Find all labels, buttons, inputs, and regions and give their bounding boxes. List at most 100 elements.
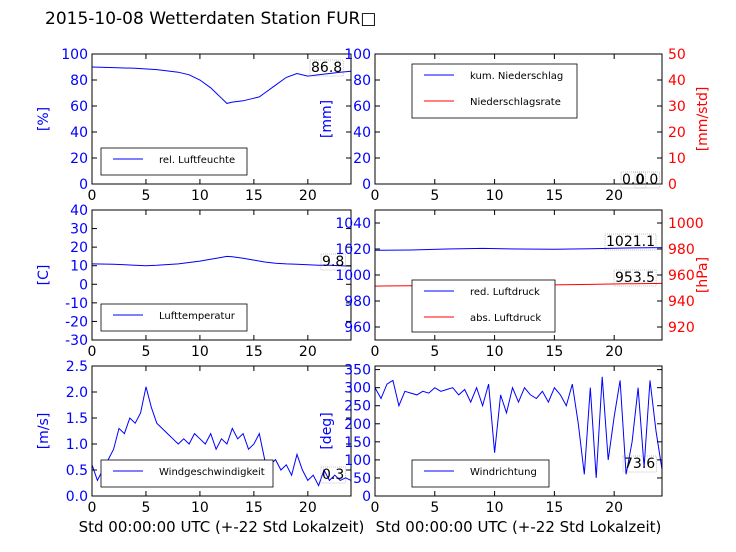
x-tick-label: 5: [430, 500, 439, 516]
x-tick-label: 10: [486, 344, 504, 360]
panel-6: 0 5 10 15 20050100150200250300350[deg]Windri…: [319, 363, 663, 516]
y-tick-label: 0.0: [66, 489, 88, 505]
y-tick-label: -10: [65, 296, 88, 312]
x-tick-label: 5: [141, 344, 150, 360]
plot-frame: [91, 365, 352, 497]
x-tick-label: 10: [191, 344, 209, 360]
legend-label: rel. Luftfeuchte: [159, 155, 235, 166]
series-line-4-1: [374, 247, 663, 251]
y2-tick-label: 10: [668, 151, 686, 167]
y-tick-label: 1040: [335, 216, 371, 232]
y-tick-label: 30: [70, 222, 88, 238]
value-annotation-box: [613, 269, 657, 287]
legend-box: [100, 147, 248, 176]
y2-tick-label: 960: [668, 268, 695, 284]
x-tick-label: 10: [191, 188, 209, 204]
y-axis-label: [mm]: [319, 100, 335, 138]
y2-tick-label: 940: [668, 294, 695, 310]
x-tick-label: 10: [191, 500, 209, 516]
x-tick-label: 20: [299, 344, 317, 360]
legend: rel. Luftfeuchte: [100, 147, 248, 176]
y-tick-label: 20: [353, 151, 371, 167]
x-tick-label: 20: [605, 344, 623, 360]
legend-box: [100, 303, 248, 332]
y-tick-label: 40: [70, 125, 88, 141]
legend-box: [100, 459, 274, 488]
figure-title: 2015-10-08 Wetterdaten Station FUR□: [45, 9, 377, 29]
x-axis-label-right: Std 00:00:00 UTC (+-22 Std Lokalzeit): [376, 518, 662, 536]
legend: kum. Niederschlag Niederschlagsrate: [411, 63, 578, 119]
x-tick-label: 5: [141, 188, 150, 204]
x-tick-label: 15: [545, 344, 563, 360]
value-annotation: 73.6: [624, 456, 655, 472]
panel-3: 0 5 10 15 20 -30 -20 -10 0 10 20 30 40 [C] Lufttempera…: [36, 203, 352, 360]
plot-frame: [91, 209, 352, 341]
y-tick-label: 80: [70, 73, 88, 89]
y-tick-label: 1000: [335, 268, 371, 284]
y2-tick-label: 20: [668, 125, 686, 141]
legend-box: [411, 63, 578, 119]
y-tick-label: 20: [70, 240, 88, 256]
legend-label: Niederschlagsrate: [470, 97, 561, 108]
value-annotation-box: [604, 233, 657, 251]
y-tick-label: 300: [344, 381, 371, 397]
y-tick-label: 1020: [335, 242, 371, 258]
value-annotation: 0.3: [322, 467, 344, 483]
x-tick-label: 20: [605, 500, 623, 516]
series-line-6-1: [374, 376, 663, 478]
y-axis-label: [deg]: [319, 412, 335, 449]
x-tick-label: 0: [371, 344, 380, 360]
y-axis-label: [C]: [36, 265, 52, 286]
y2-tick-label: 0: [668, 177, 677, 193]
y2-tick-label: 1000: [668, 216, 704, 232]
panel-1: 0 5 10 15 20 0 20 40 60 80 100 [%] rel. Luftfeuchte 8…: [36, 47, 352, 204]
y-tick-label: 0: [362, 177, 371, 193]
legend-box: [411, 459, 550, 488]
plot-frame: [374, 53, 663, 185]
y-tick-label: 0: [79, 177, 88, 193]
y-tick-label: 2.0: [66, 385, 88, 401]
y-tick-label: 100: [61, 47, 88, 63]
x-tick-label: 0: [88, 344, 97, 360]
y-tick-label: 80: [353, 73, 371, 89]
y2-tick-label: 50: [668, 47, 686, 63]
y2-tick-label: 920: [668, 320, 695, 336]
y-tick-label: -20: [65, 314, 88, 330]
series-line-5-1: [91, 386, 352, 487]
x-tick-label: 0: [88, 500, 97, 516]
value-annotation: 0.0: [622, 172, 644, 188]
x-tick-label: 0: [88, 188, 97, 204]
value-annotation: 1021.1: [606, 234, 655, 250]
y-tick-label: 40: [353, 125, 371, 141]
legend-label: Windgeschwindigkeit: [159, 467, 265, 478]
panel-5: 0 5 10 15 20 0.0 0.5 1.0 1.5 2.0 2.5 [m/s] Windgesch…: [36, 359, 352, 516]
panel-2: 0 5 10 15 20 0 20 40 60 80 100 0 10 20 30 40 50 [mm/std] […: [319, 47, 711, 204]
value-annotation-box: [320, 466, 346, 484]
y-tick-label: 250: [344, 399, 371, 415]
x-tick-label: 15: [545, 188, 563, 204]
x-tick-label: 15: [245, 344, 263, 360]
legend-label: red. Luftdruck: [470, 287, 540, 298]
x-tick-label: 10: [486, 500, 504, 516]
x-tick-label: 15: [245, 500, 263, 516]
y-tick-label: 150: [344, 435, 371, 451]
value-annotation: 9.8: [322, 254, 344, 270]
y-tick-label: 0: [79, 277, 88, 293]
y-tick-label: 980: [344, 294, 371, 310]
x-tick-label: 20: [605, 188, 623, 204]
y-tick-label: 350: [344, 363, 371, 379]
value-annotation-box: [320, 253, 346, 271]
x-tick-label: 5: [141, 500, 150, 516]
legend-label: Lufttemperatur: [159, 311, 236, 322]
y-tick-label: 1.0: [66, 437, 88, 453]
legend: red. Luftdruck abs. Luftdruck: [411, 279, 556, 333]
y-axis-label: [m/s]: [36, 413, 52, 450]
y-tick-label: 0.5: [66, 463, 88, 479]
legend-box: [411, 279, 556, 333]
series-line-3-1: [91, 255, 352, 267]
x-tick-label: 0: [371, 188, 380, 204]
y-tick-label: 50: [353, 471, 371, 487]
y2-axis-label: [hPa]: [695, 257, 711, 293]
y2-tick-label: 30: [668, 99, 686, 115]
